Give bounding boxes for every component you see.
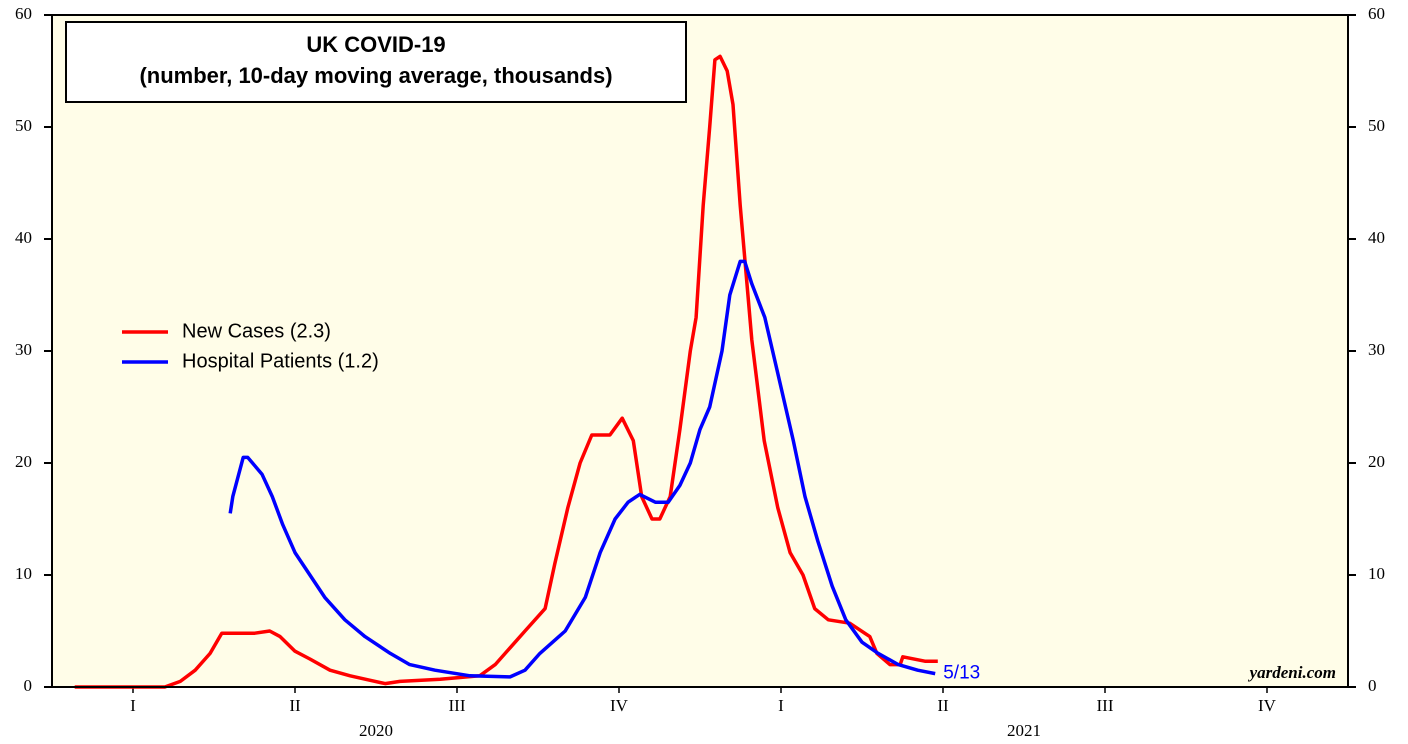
y2-tick-label: 40 [1368, 228, 1385, 247]
end-label: 5/13 [943, 663, 980, 684]
series-line [74, 54, 938, 689]
plot-frame [51, 14, 1349, 688]
x-tick-label: I [130, 696, 136, 715]
x-tick-label: II [937, 696, 949, 715]
y2-tick-label: 20 [1368, 452, 1385, 471]
y2-tick-label: 30 [1368, 340, 1385, 359]
year-label: 2021 [1007, 721, 1041, 740]
x-tick-label: I [778, 696, 784, 715]
x-tick-label: IV [1258, 696, 1277, 715]
y2-tick-label: 60 [1368, 4, 1385, 23]
y2-tick-label: 10 [1368, 564, 1385, 583]
y2-tick-label: 50 [1368, 116, 1385, 135]
chart-subtitle: (number, 10-day moving average, thousand… [139, 63, 612, 88]
title-box [65, 21, 687, 103]
source: yardeni.com [1248, 663, 1336, 682]
y-tick-label: 30 [15, 340, 32, 359]
plot-area [52, 15, 1348, 687]
legend-label: New Cases (2.3) [182, 320, 331, 342]
x-tick-label: III [1097, 696, 1114, 715]
y-tick-label: 40 [15, 228, 32, 247]
y2-tick-label: 0 [1368, 676, 1377, 695]
x-tick-label: IV [610, 696, 629, 715]
y-tick-label: 0 [24, 676, 33, 695]
y-tick-label: 10 [15, 564, 32, 583]
x-tick-label: II [289, 696, 301, 715]
year-label: 2020 [359, 721, 393, 740]
series-line [228, 259, 936, 679]
legend-label: Hospital Patients (1.2) [182, 350, 379, 372]
x-tick-label: III [449, 696, 466, 715]
chart-title: UK COVID-19 [306, 32, 445, 57]
y-tick-label: 50 [15, 116, 32, 135]
y-tick-label: 60 [15, 4, 32, 23]
y-tick-label: 20 [15, 452, 32, 471]
